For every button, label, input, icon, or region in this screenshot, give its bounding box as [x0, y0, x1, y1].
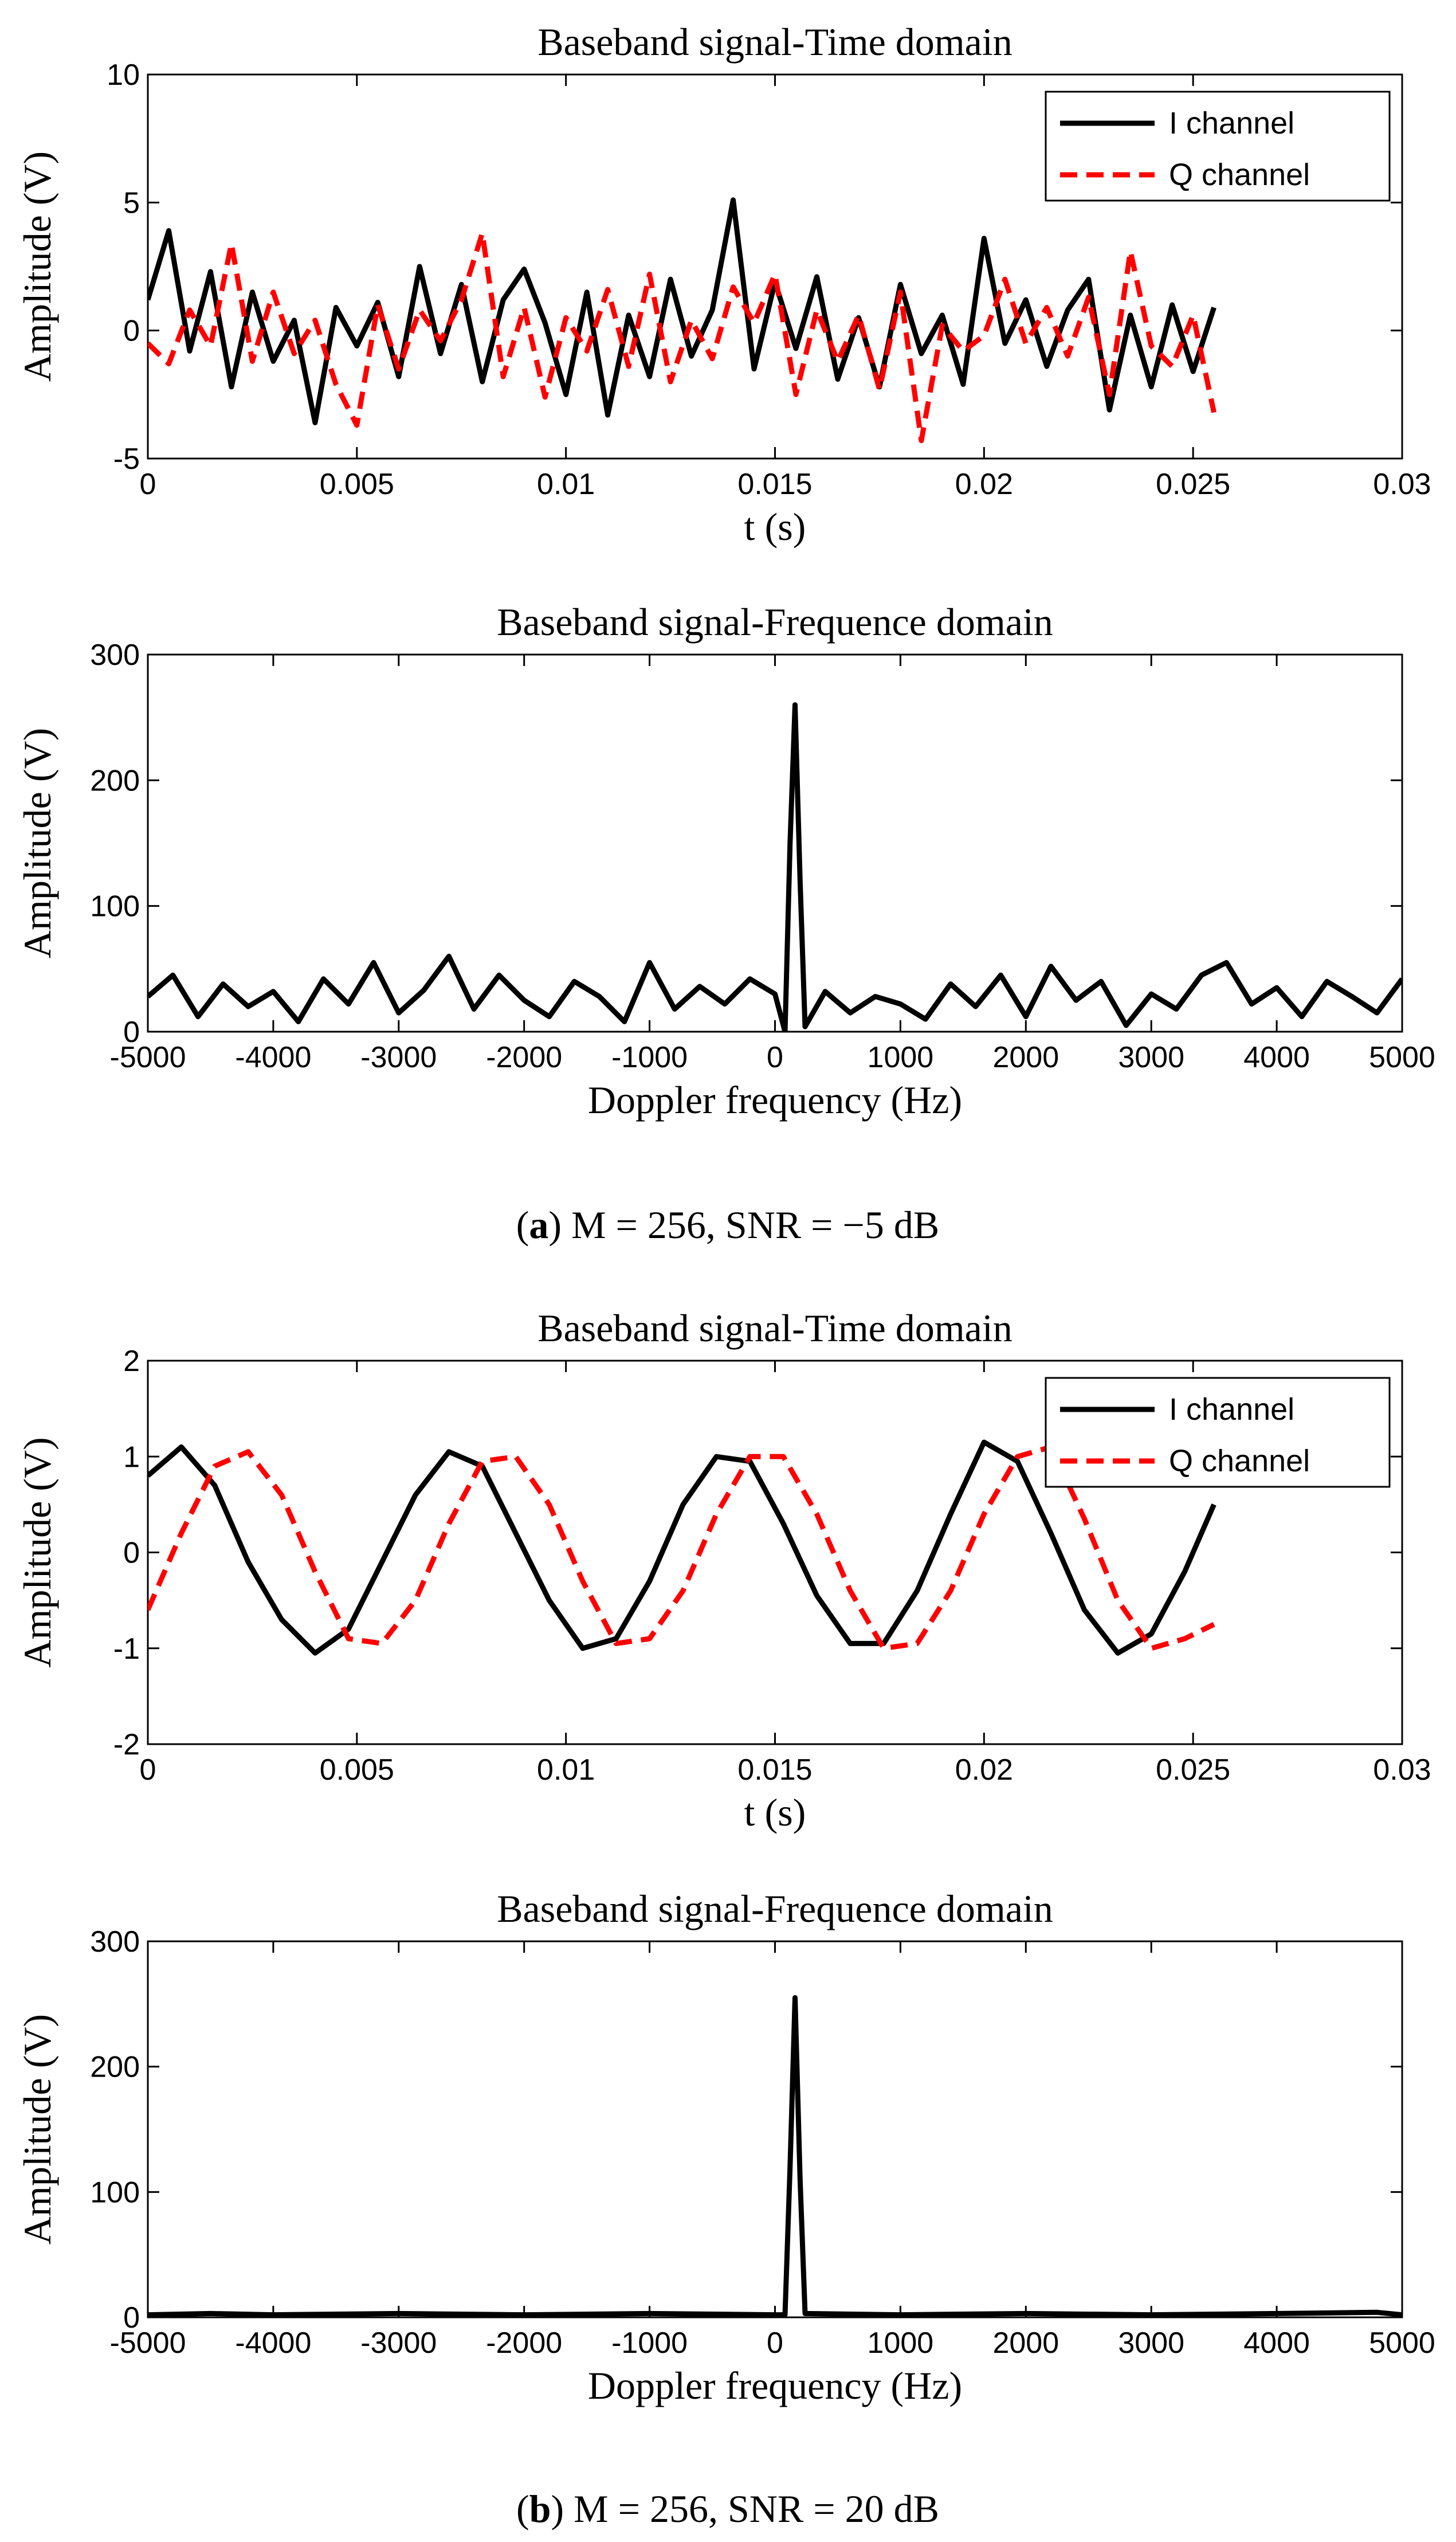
chart-b-freq-xlabel: Doppler frequency (Hz) [588, 2364, 962, 2407]
chart-a-time-ytick-label: 5 [123, 186, 140, 220]
chart-a-freq-xtick-label: 5000 [1369, 1041, 1435, 1074]
chart-a-freq-ylabel: Amplitude (V) [15, 728, 59, 958]
chart-b-time-ytick-label: 2 [123, 1345, 140, 1378]
chart-b-time-xtick-label: 0.02 [955, 1753, 1013, 1787]
chart-a-time-legend-box [1045, 91, 1391, 202]
chart-b-freq-xtick-label: 4000 [1243, 2326, 1310, 2360]
chart-a-freq-xtick-label: -3000 [360, 1041, 437, 1074]
chart-a-freq-ytick-label: 300 [90, 639, 140, 672]
chart-b-time-series-q-channel [148, 1444, 1215, 1651]
chart-a-time-ytick-label: -5 [113, 442, 140, 476]
chart-a-time-xtick-label: 0.025 [1156, 468, 1230, 501]
chart-a-time-xtick-label: 0.01 [537, 468, 595, 501]
chart-b-time-xtick-label: 0 [140, 1753, 156, 1787]
caption-a-text: M = 256, SNR = −5 dB [562, 1203, 939, 1247]
chart-b-freq-ytick-label: 200 [90, 2051, 140, 2084]
chart-a-time-xtick-label: 0.005 [320, 468, 394, 501]
caption-a-label: a [529, 1203, 548, 1247]
chart-b-time-xlabel: t (s) [744, 1791, 806, 1834]
chart-b-time-ytick-label: 0 [123, 1537, 140, 1570]
chart-a-freq-xtick-label: -2000 [486, 1041, 562, 1074]
chart-b-freq-xtick-label: 1000 [868, 2326, 934, 2360]
chart-a-time-xlabel: t (s) [744, 505, 806, 549]
chart-a-time-legend: I channel Q channel [1045, 91, 1391, 202]
chart-b-freq-xtick-label: 5000 [1369, 2326, 1435, 2360]
chart-a-freq: Baseband signal-Frequence domain -5000 -40… [15, 600, 1435, 1122]
chart-a-time-xtick-label: 0.03 [1373, 468, 1431, 501]
chart-b-freq-plot-area [148, 1995, 1402, 2317]
caption-b-label: b [529, 2487, 551, 2531]
chart-b-time: Baseband signal-Time domain 0 0.005 0.01 0.0… [15, 1306, 1431, 1834]
chart-b-time-ytick-label: -2 [113, 1728, 140, 1761]
chart-a-freq-xtick-label: 1000 [868, 1041, 934, 1074]
chart-b-time-title: Baseband signal-Time domain [537, 1306, 1012, 1350]
chart-b-freq-xtick-label: -4000 [235, 2326, 311, 2360]
chart-a-time-xtick-label: 0.015 [737, 468, 812, 501]
chart-a-time: Baseband signal-Time domain 0 0.005 0.01 0.0… [15, 20, 1431, 549]
chart-b-freq-series-spectrum [148, 1995, 1402, 2317]
chart-b-freq-xtick-label: 3000 [1118, 2326, 1184, 2360]
chart-a-time-legend-label: Q channel [1169, 158, 1310, 192]
chart-a-time-xtick-label: 0 [140, 468, 156, 501]
chart-b-freq-ylabel: Amplitude (V) [15, 2014, 59, 2245]
chart-a-freq-xtick-label: 2000 [992, 1041, 1059, 1074]
chart-a-freq-xtick-label: 0 [767, 1041, 783, 1074]
chart-a-freq-xtick-label: -4000 [235, 1041, 311, 1074]
chart-a-time-series-i-channel [148, 197, 1216, 425]
chart-a-freq-xtick-label: 3000 [1118, 1041, 1184, 1074]
chart-b-freq-ytick-label: 300 [90, 1925, 140, 1959]
chart-b-time-ytick-label: 1 [123, 1440, 140, 1474]
chart-a-freq-series-spectrum [148, 702, 1402, 1032]
chart-a-freq-ytick-label: 200 [90, 764, 140, 797]
chart-b-time-xtick-label: 0.005 [320, 1753, 394, 1787]
chart-b-freq-xtick-label: -2000 [486, 2326, 562, 2360]
chart-a-time-ytick-label: 0 [123, 315, 140, 348]
chart-b-time-plot-area [148, 1439, 1216, 1656]
chart-a-freq-xlabel: Doppler frequency (Hz) [588, 1078, 962, 1122]
chart-a-time-ylabel: Amplitude (V) [15, 151, 59, 382]
chart-a-time-legend-label: I channel [1169, 106, 1294, 140]
chart-b-time-xtick-label: 0.03 [1373, 1753, 1431, 1787]
chart-a-time-series-q-channel [148, 230, 1217, 444]
chart-b-time-xtick-label: 0.01 [537, 1753, 595, 1787]
chart-b-freq: Baseband signal-Frequence domain -5000 -40… [15, 1887, 1435, 2407]
chart-b-time-xtick-label: 0.025 [1156, 1753, 1230, 1787]
chart-b-freq-xtick-label: -3000 [360, 2326, 437, 2360]
chart-b-time-legend-box [1045, 1377, 1391, 1488]
chart-b-freq-xtick-label: 0 [767, 2326, 783, 2360]
chart-b-time-xtick-label: 0.015 [737, 1753, 812, 1787]
chart-a-time-plot-area [148, 197, 1217, 444]
caption-a: (a) M = 256, SNR = −5 dB [516, 1203, 939, 1247]
chart-b-freq-xtick-label: -1000 [611, 2326, 688, 2360]
chart-b-time-legend-label: Q channel [1169, 1444, 1310, 1478]
chart-b-time-ylabel: Amplitude (V) [15, 1437, 59, 1667]
chart-a-time-xtick-label: 0.02 [955, 468, 1013, 501]
chart-b-freq-ytick-label: 0 [123, 2301, 140, 2335]
chart-b-freq-title: Baseband signal-Frequence domain [497, 1887, 1053, 1930]
chart-b-freq-xtick-label: 2000 [992, 2326, 1059, 2360]
chart-b-time-legend: I channel Q channel [1045, 1377, 1391, 1488]
chart-a-freq-xtick-label: 4000 [1243, 1041, 1310, 1074]
chart-a-freq-xtick-label: -1000 [611, 1041, 688, 1074]
chart-b-time-series-i-channel [148, 1439, 1216, 1656]
chart-a-time-title: Baseband signal-Time domain [537, 20, 1012, 64]
chart-a-freq-xtick-label: -5000 [110, 1041, 186, 1074]
chart-a-time-ytick-label: 10 [107, 58, 140, 92]
caption-b-text: M = 256, SNR = 20 dB [564, 2487, 939, 2531]
chart-b-freq-ytick-label: 100 [90, 2176, 140, 2209]
chart-b-time-ytick-label: -1 [113, 1632, 140, 1666]
chart-a-freq-ytick-label: 0 [123, 1016, 140, 1049]
chart-b-time-legend-label: I channel [1169, 1392, 1294, 1427]
caption-b: (b) M = 256, SNR = 20 dB [516, 2487, 939, 2531]
chart-b-freq-xtick-label: -5000 [110, 2326, 186, 2360]
chart-a-freq-plot-area [148, 702, 1402, 1032]
chart-a-freq-title: Baseband signal-Frequence domain [497, 600, 1053, 644]
chart-a-freq-ytick-label: 100 [90, 890, 140, 923]
